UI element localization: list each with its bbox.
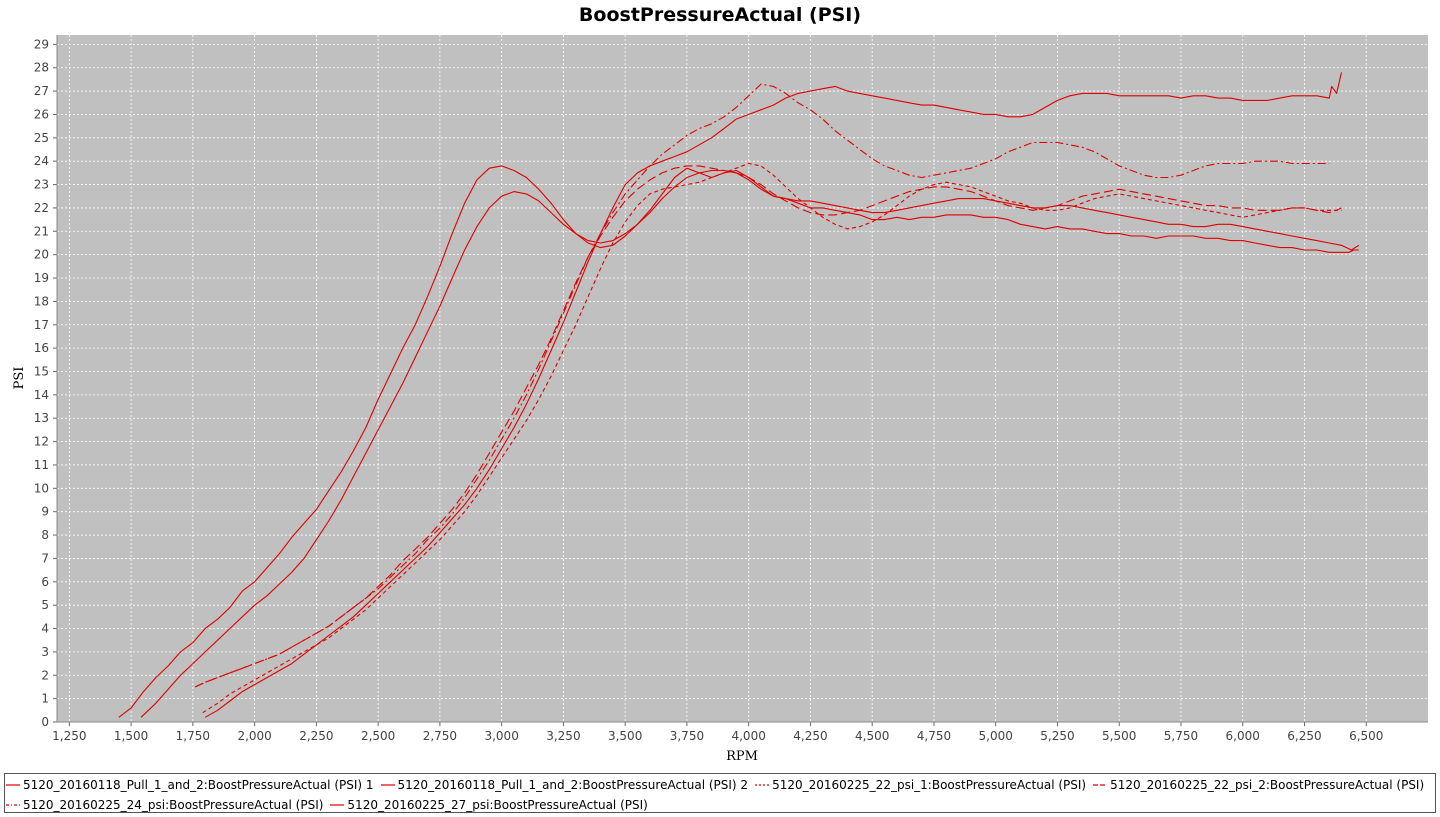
x-tick-label: 4,750: [917, 729, 951, 743]
x-tick-label: 2,500: [361, 729, 395, 743]
y-tick-label: 14: [34, 388, 49, 402]
x-tick-label: 5,000: [979, 729, 1013, 743]
x-tick-label: 3,250: [546, 729, 580, 743]
legend-swatch: [380, 784, 395, 786]
legend-swatch: [1093, 784, 1108, 786]
legend-row: 5120_20160225_24_psi:BoostPressureActual…: [5, 795, 654, 815]
x-tick-label: 3,750: [670, 729, 704, 743]
y-tick-label: 2: [41, 668, 49, 682]
legend-swatch: [330, 804, 345, 806]
y-tick-label: 18: [34, 294, 49, 308]
y-tick-label: 20: [34, 248, 49, 262]
x-tick-label: 2,250: [299, 729, 333, 743]
legend-label: 5120_20160225_22_psi_2:BoostPressureActu…: [1110, 778, 1425, 792]
chart: BoostPressureActual (PSI) 01234567891011…: [12, 4, 1428, 764]
legend-label: 5120_20160225_27_psi:BoostPressureActual…: [347, 798, 648, 812]
y-tick-label: 24: [34, 154, 49, 168]
series-line-4: [195, 165, 1342, 688]
y-tick-label: 5: [41, 598, 49, 612]
x-tick-label: 6,500: [1349, 729, 1383, 743]
series-lines: [118, 72, 1360, 718]
legend-label: 5120_20160118_Pull_1_and_2:BoostPressure…: [23, 778, 374, 792]
x-tick-label: 1,750: [176, 729, 210, 743]
y-tick-label: 10: [34, 481, 49, 495]
legend-label: 5120_20160225_24_psi:BoostPressureActual…: [23, 798, 324, 812]
y-tick-label: 27: [34, 84, 49, 98]
grid: [57, 35, 1428, 723]
legend-item: 5120_20160225_24_psi:BoostPressureActual…: [5, 798, 323, 812]
plot-area: [57, 35, 1428, 722]
x-tick-label: 5,750: [1164, 729, 1198, 743]
axes: 0123456789101112131415161718192021222324…: [34, 35, 1428, 743]
series-line-2: [140, 169, 1360, 718]
y-tick-label: 16: [34, 341, 49, 355]
legend-row: 5120_20160118_Pull_1_and_2:BoostPressure…: [5, 775, 1430, 795]
y-tick-label: 0: [41, 715, 49, 729]
series-line-6: [204, 72, 1343, 718]
series-line-5: [195, 83, 1330, 688]
x-tick-label: 3,500: [608, 729, 642, 743]
y-tick-label: 19: [34, 271, 49, 285]
x-tick-label: 4,250: [793, 729, 827, 743]
legend-item: 5120_20160225_27_psi:BoostPressureActual…: [329, 798, 648, 812]
x-tick-label: 1,500: [114, 729, 148, 743]
legend-swatch: [755, 784, 770, 786]
y-tick-label: 6: [41, 575, 49, 589]
chart-title: BoostPressureActual (PSI): [579, 4, 861, 26]
x-tick-label: 2,750: [423, 729, 457, 743]
legend-label: 5120_20160225_22_psi_1:BoostPressureActu…: [772, 778, 1087, 792]
legend-label: 5120_20160118_Pull_1_and_2:BoostPressure…: [397, 778, 749, 792]
x-tick-label: 4,500: [855, 729, 889, 743]
series-line-3: [202, 162, 1342, 714]
y-tick-label: 9: [41, 505, 49, 519]
x-tick-label: 5,250: [1040, 729, 1074, 743]
y-tick-label: 1: [41, 692, 49, 706]
y-tick-label: 4: [41, 622, 49, 636]
y-tick-label: 22: [34, 201, 49, 215]
y-axis-label: PSI: [12, 367, 27, 390]
legend-item: 5120_20160225_22_psi_1:BoostPressureActu…: [754, 778, 1086, 792]
x-axis-label: RPM: [726, 749, 758, 764]
y-tick-label: 8: [41, 528, 49, 542]
x-tick-label: 6,250: [1287, 729, 1321, 743]
y-tick-label: 23: [34, 178, 49, 192]
x-tick-label: 4,000: [731, 729, 765, 743]
legend-item: 5120_20160118_Pull_1_and_2:BoostPressure…: [380, 778, 749, 792]
x-tick-label: 3,000: [484, 729, 518, 743]
x-tick-label: 6,000: [1226, 729, 1260, 743]
y-tick-label: 7: [41, 551, 49, 565]
y-tick-label: 25: [34, 131, 49, 145]
y-tick-label: 12: [34, 435, 49, 449]
y-tick-label: 15: [34, 364, 49, 378]
y-tick-label: 11: [34, 458, 49, 472]
y-tick-label: 21: [34, 224, 49, 238]
legend-swatch: [6, 804, 20, 806]
y-tick-label: 3: [41, 645, 49, 659]
x-tick-label: 2,000: [237, 729, 271, 743]
legend: 5120_20160118_Pull_1_and_2:BoostPressure…: [4, 773, 1436, 813]
legend-item: 5120_20160118_Pull_1_and_2:BoostPressure…: [5, 778, 374, 792]
legend-swatch: [6, 784, 20, 786]
x-tick-label: 5,500: [1102, 729, 1136, 743]
y-tick-label: 29: [34, 37, 49, 51]
y-tick-label: 13: [34, 411, 49, 425]
y-tick-label: 28: [34, 61, 49, 75]
y-tick-label: 17: [34, 318, 49, 332]
y-tick-label: 26: [34, 107, 49, 121]
x-tick-label: 1,250: [52, 729, 86, 743]
legend-item: 5120_20160225_22_psi_2:BoostPressureActu…: [1092, 778, 1424, 792]
